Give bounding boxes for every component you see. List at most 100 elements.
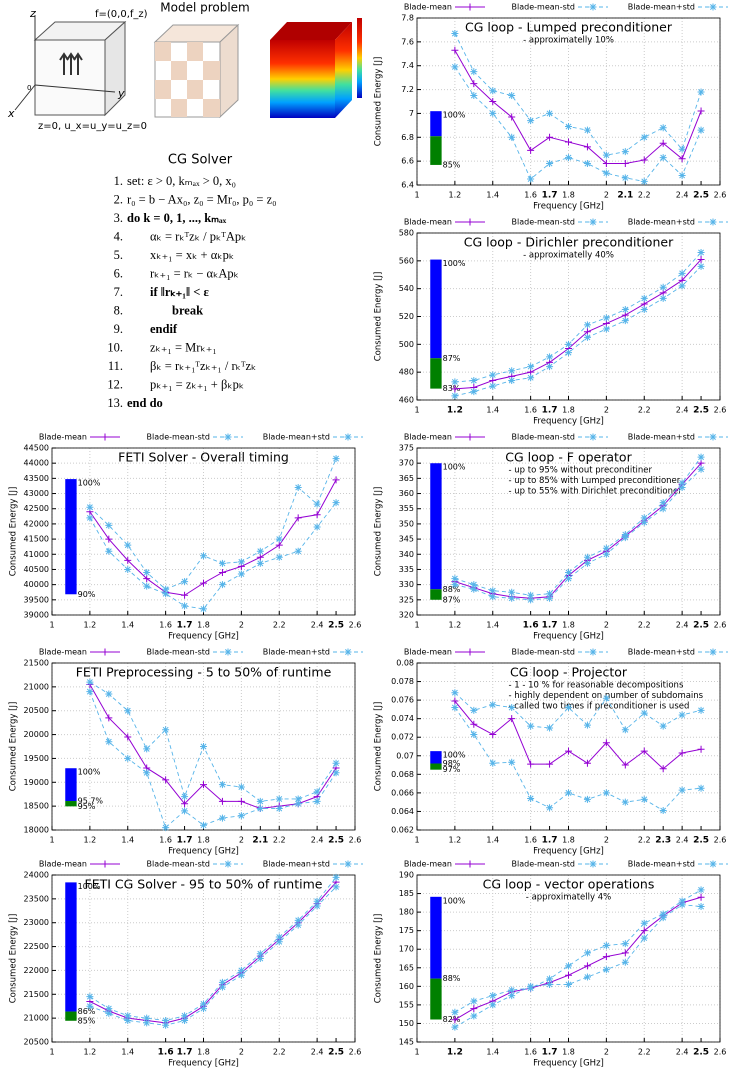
data-point	[489, 760, 496, 767]
algorithm-line: endif	[150, 322, 178, 336]
data-point	[565, 789, 572, 796]
inset-label: 100%	[78, 882, 101, 891]
x-tick-label: 2	[239, 621, 244, 630]
y-tick-label: 18500	[24, 802, 49, 811]
highlight-tick-label: 2.3	[655, 836, 671, 846]
x-tick-label: 2.2	[638, 406, 651, 415]
y-tick-label: 170	[399, 945, 414, 954]
data-point	[333, 760, 340, 767]
data-point	[660, 124, 667, 131]
y-tick-label: 39500	[24, 595, 49, 604]
highlight-tick-label: 1.7	[542, 836, 558, 846]
x-tick-label: 2.4	[676, 836, 689, 845]
data-point	[508, 589, 515, 596]
inset-bar	[430, 897, 441, 979]
legend-marker	[467, 649, 474, 656]
data-point	[257, 805, 264, 812]
y-axis-label: Consumed Energy [J]	[374, 272, 384, 362]
legend-label: Blade-mean	[404, 218, 452, 227]
data-point	[546, 804, 553, 811]
data-point	[200, 605, 207, 612]
data-point	[546, 160, 553, 167]
data-point	[470, 581, 477, 588]
data-point	[86, 679, 93, 686]
legend-label: Blade-mean+std	[628, 433, 695, 442]
data-point	[489, 87, 496, 94]
data-point	[622, 726, 629, 733]
legend-label: Blade-mean	[39, 648, 87, 657]
inset-label: 88%	[443, 585, 461, 594]
highlight-tick-label: 1.7	[177, 836, 193, 846]
data-point	[86, 1003, 93, 1010]
x-tick-label: 2.4	[676, 406, 689, 415]
data-point	[489, 110, 496, 117]
chart-title: CG loop - Dirichler preconditioner	[464, 235, 674, 250]
data-point	[698, 127, 705, 134]
x-tick-label: 1.4	[486, 621, 499, 630]
data-point	[238, 798, 245, 805]
legend-marker	[102, 434, 109, 441]
series-line	[455, 890, 701, 1012]
inset-bar	[430, 463, 441, 589]
x-tick-label: 2.2	[638, 836, 651, 845]
x-tick-label: 2.4	[311, 1048, 324, 1057]
data-point	[219, 569, 226, 576]
line-number: 6.	[114, 266, 123, 280]
chart-title: CG loop - Lumped preconditioner	[465, 20, 673, 35]
legend-marker	[590, 861, 597, 868]
line-number: 7.	[114, 285, 123, 299]
legend-label: Blade-mean-std	[512, 860, 575, 869]
x-axis-label: Frequency [GHz]	[168, 1059, 239, 1069]
data-point	[489, 371, 496, 378]
data-point	[698, 707, 705, 714]
data-point	[527, 723, 534, 730]
data-point	[124, 542, 131, 549]
data-point	[257, 950, 264, 957]
x-tick-label: 1.8	[197, 1048, 210, 1057]
y-tick-label: 345	[399, 535, 414, 544]
y-axis-label: Consumed Energy [J]	[374, 914, 384, 1004]
data-point	[489, 992, 496, 999]
line-number: 11.	[108, 359, 123, 373]
data-point	[698, 263, 705, 270]
data-point	[527, 363, 534, 370]
data-point	[105, 738, 112, 745]
y-tick-label: 20000	[24, 730, 49, 739]
data-point	[124, 707, 131, 714]
data-point	[143, 769, 150, 776]
y-tick-label: 500	[399, 340, 414, 349]
inset-label: 90%	[78, 590, 96, 599]
data-point	[546, 590, 553, 597]
legend-label: Blade-mean+std	[628, 860, 695, 869]
legend-label: Blade-mean	[39, 860, 87, 869]
algorithm-line: set: ε > 0, kₘₐₓ > 0, x₀	[127, 174, 236, 188]
origin-label: 0	[27, 84, 31, 92]
y-tick-label: 39000	[24, 611, 49, 620]
x-tick-label: 1.6	[159, 621, 172, 630]
x-tick-label: 1.8	[562, 406, 575, 415]
y-tick-label: 520	[399, 312, 414, 321]
legend-marker	[225, 434, 232, 441]
x-tick-label: 1	[414, 191, 419, 200]
highlight-tick-label: 2.1	[617, 191, 633, 201]
legend-marker	[225, 649, 232, 656]
chart-title: CG loop - vector operations	[483, 877, 655, 892]
x-tick-label: 1.2	[84, 836, 97, 845]
data-point	[660, 505, 667, 512]
x-tick-label: 1.4	[486, 191, 499, 200]
data-point	[641, 178, 648, 185]
data-point	[86, 993, 93, 1000]
x-tick-label: 1.6	[524, 406, 537, 415]
data-point	[622, 940, 629, 947]
y-tick-label: 0.08	[396, 659, 414, 668]
highlight-tick-label: 2.5	[328, 621, 344, 631]
x-tick-label: 1.4	[121, 1048, 134, 1057]
line-number: 12.	[107, 377, 123, 391]
data-point	[603, 942, 610, 949]
x-tick-label: 2.2	[273, 621, 286, 630]
x-tick-label: 2.4	[311, 621, 324, 630]
y-tick-label: 325	[399, 595, 414, 604]
series-line	[455, 252, 701, 381]
y-tick-label: 185	[399, 889, 414, 898]
data-point	[565, 748, 572, 755]
